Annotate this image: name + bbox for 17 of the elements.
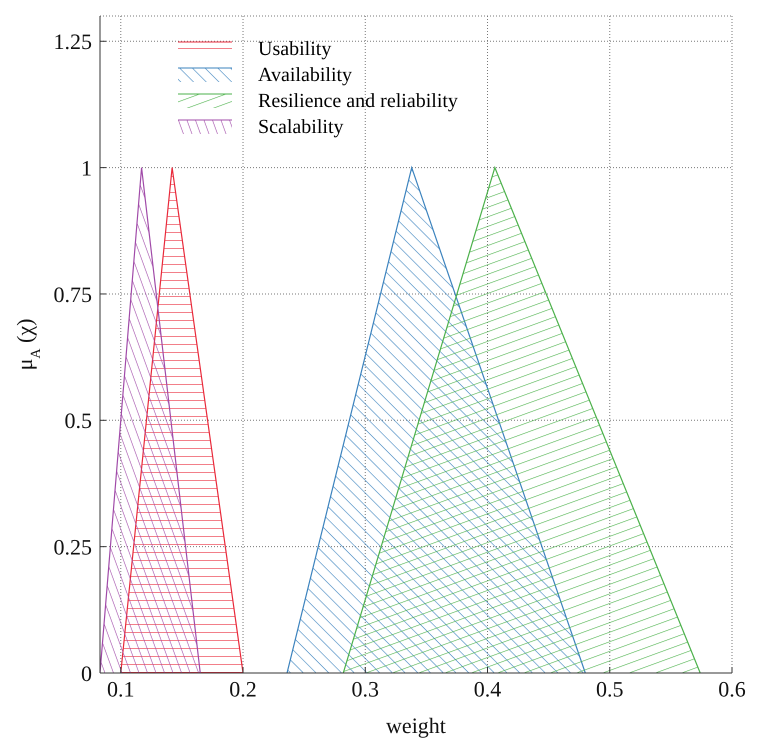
- x-tick-label: 0.6: [718, 676, 746, 702]
- y-tick-label: 0.75: [54, 282, 92, 307]
- legend-label: Resilience and reliability: [258, 89, 458, 114]
- x-tick-label: 0.3: [352, 676, 380, 702]
- y-tick-label: 0: [81, 660, 92, 686]
- legend-label: Usability: [258, 37, 332, 62]
- legend-label: Availability: [258, 63, 352, 88]
- x-tick-label: 0.1: [107, 676, 135, 702]
- legend-label: Scalability: [258, 115, 344, 140]
- y-tick-label: 1.25: [54, 29, 92, 54]
- x-tick-label: 0.2: [229, 676, 257, 702]
- y-tick-label: 1: [81, 155, 92, 180]
- x-tick-label: 0.5: [596, 676, 624, 702]
- y-tick-label: 0.25: [54, 534, 92, 560]
- y-tick-label: 0.5: [64, 408, 92, 434]
- x-axis-title: weight: [386, 713, 446, 738]
- x-tick-label: 0.4: [474, 676, 502, 702]
